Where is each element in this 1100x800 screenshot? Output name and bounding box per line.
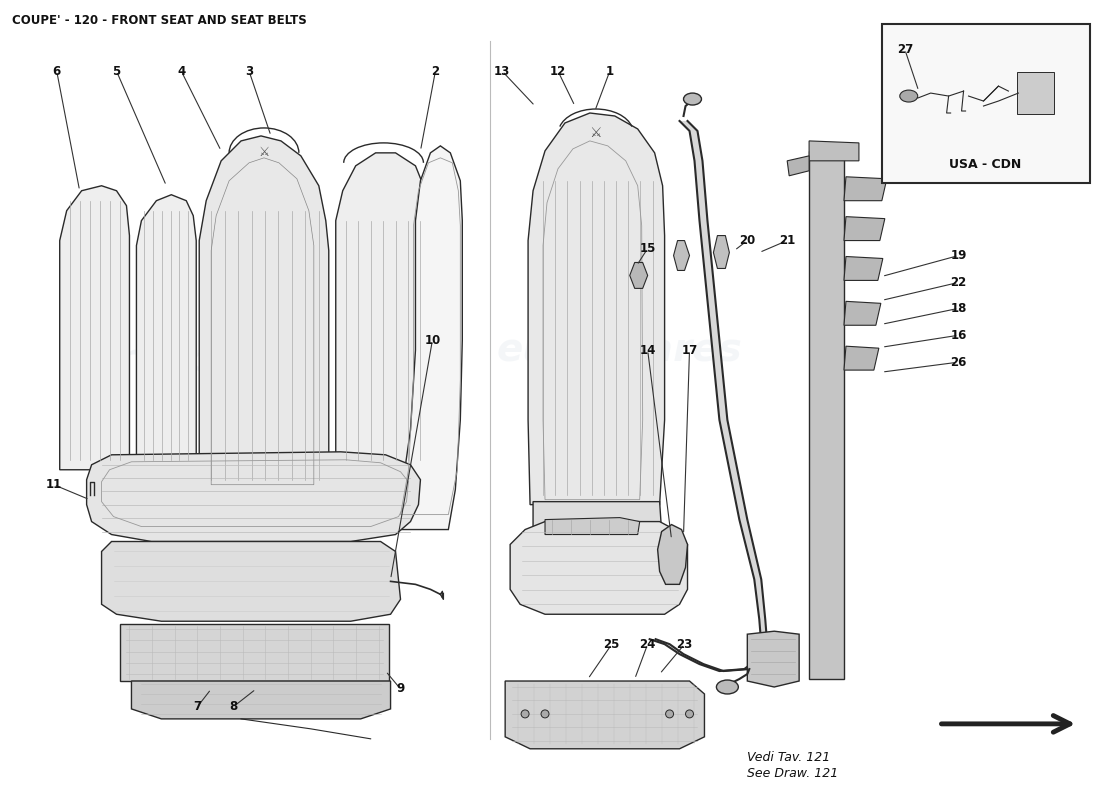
Text: 18: 18 [950, 302, 967, 315]
Text: 27: 27 [896, 42, 913, 56]
Polygon shape [844, 302, 881, 326]
Polygon shape [810, 141, 859, 161]
Text: 19: 19 [950, 249, 967, 262]
Polygon shape [390, 146, 462, 530]
Text: 3: 3 [245, 65, 253, 78]
Polygon shape [505, 681, 704, 749]
Circle shape [685, 710, 693, 718]
Text: 13: 13 [494, 65, 510, 78]
Text: 9: 9 [396, 682, 405, 695]
Text: 15: 15 [639, 242, 656, 255]
Text: 25: 25 [604, 638, 620, 650]
Polygon shape [59, 186, 130, 470]
Text: 24: 24 [639, 638, 656, 650]
Polygon shape [650, 121, 767, 671]
Polygon shape [747, 631, 799, 687]
Circle shape [666, 710, 673, 718]
Text: 16: 16 [950, 329, 967, 342]
FancyBboxPatch shape [1018, 72, 1054, 114]
Text: 1: 1 [606, 65, 614, 78]
Polygon shape [510, 522, 688, 614]
Polygon shape [844, 217, 884, 241]
Text: 7: 7 [194, 701, 201, 714]
Polygon shape [87, 452, 420, 542]
Polygon shape [528, 113, 664, 505]
Text: 2: 2 [431, 65, 440, 78]
Polygon shape [120, 624, 388, 681]
FancyBboxPatch shape [882, 24, 1090, 182]
Text: 8: 8 [229, 701, 238, 714]
Polygon shape [101, 542, 400, 622]
Text: 12: 12 [550, 65, 566, 78]
Polygon shape [788, 156, 810, 176]
Text: 23: 23 [676, 638, 693, 650]
Circle shape [521, 710, 529, 718]
Text: COUPE' - 120 - FRONT SEAT AND SEAT BELTS: COUPE' - 120 - FRONT SEAT AND SEAT BELTS [12, 14, 307, 27]
Polygon shape [844, 346, 879, 370]
Polygon shape [810, 151, 844, 679]
Polygon shape [136, 194, 196, 470]
Polygon shape [844, 257, 883, 281]
Text: 21: 21 [779, 234, 795, 247]
Polygon shape [544, 518, 640, 534]
Text: USA - CDN: USA - CDN [949, 158, 1022, 170]
Text: eurospares: eurospares [497, 331, 742, 369]
Text: See Draw. 121: See Draw. 121 [747, 766, 838, 780]
Text: 26: 26 [950, 356, 967, 369]
Ellipse shape [900, 90, 917, 102]
Text: 17: 17 [681, 344, 697, 357]
Text: ⚔: ⚔ [590, 126, 602, 140]
Ellipse shape [683, 93, 702, 105]
Polygon shape [629, 262, 648, 288]
Text: 22: 22 [950, 276, 967, 289]
Text: 5: 5 [112, 65, 121, 78]
Text: eurospares: eurospares [64, 341, 309, 379]
Text: 14: 14 [639, 344, 656, 357]
Text: 11: 11 [45, 478, 62, 491]
Text: 20: 20 [739, 234, 756, 247]
Polygon shape [336, 153, 430, 470]
Polygon shape [534, 502, 661, 545]
Polygon shape [714, 235, 729, 269]
Circle shape [541, 710, 549, 718]
Text: 10: 10 [425, 334, 440, 346]
Polygon shape [199, 136, 329, 490]
Ellipse shape [716, 680, 738, 694]
Text: ⚔: ⚔ [258, 146, 270, 159]
Polygon shape [844, 177, 887, 201]
Polygon shape [658, 525, 688, 584]
Text: 6: 6 [53, 65, 60, 78]
Text: 4: 4 [177, 65, 186, 78]
Polygon shape [673, 241, 690, 270]
Polygon shape [132, 681, 390, 719]
Text: Vedi Tav. 121: Vedi Tav. 121 [747, 750, 830, 764]
